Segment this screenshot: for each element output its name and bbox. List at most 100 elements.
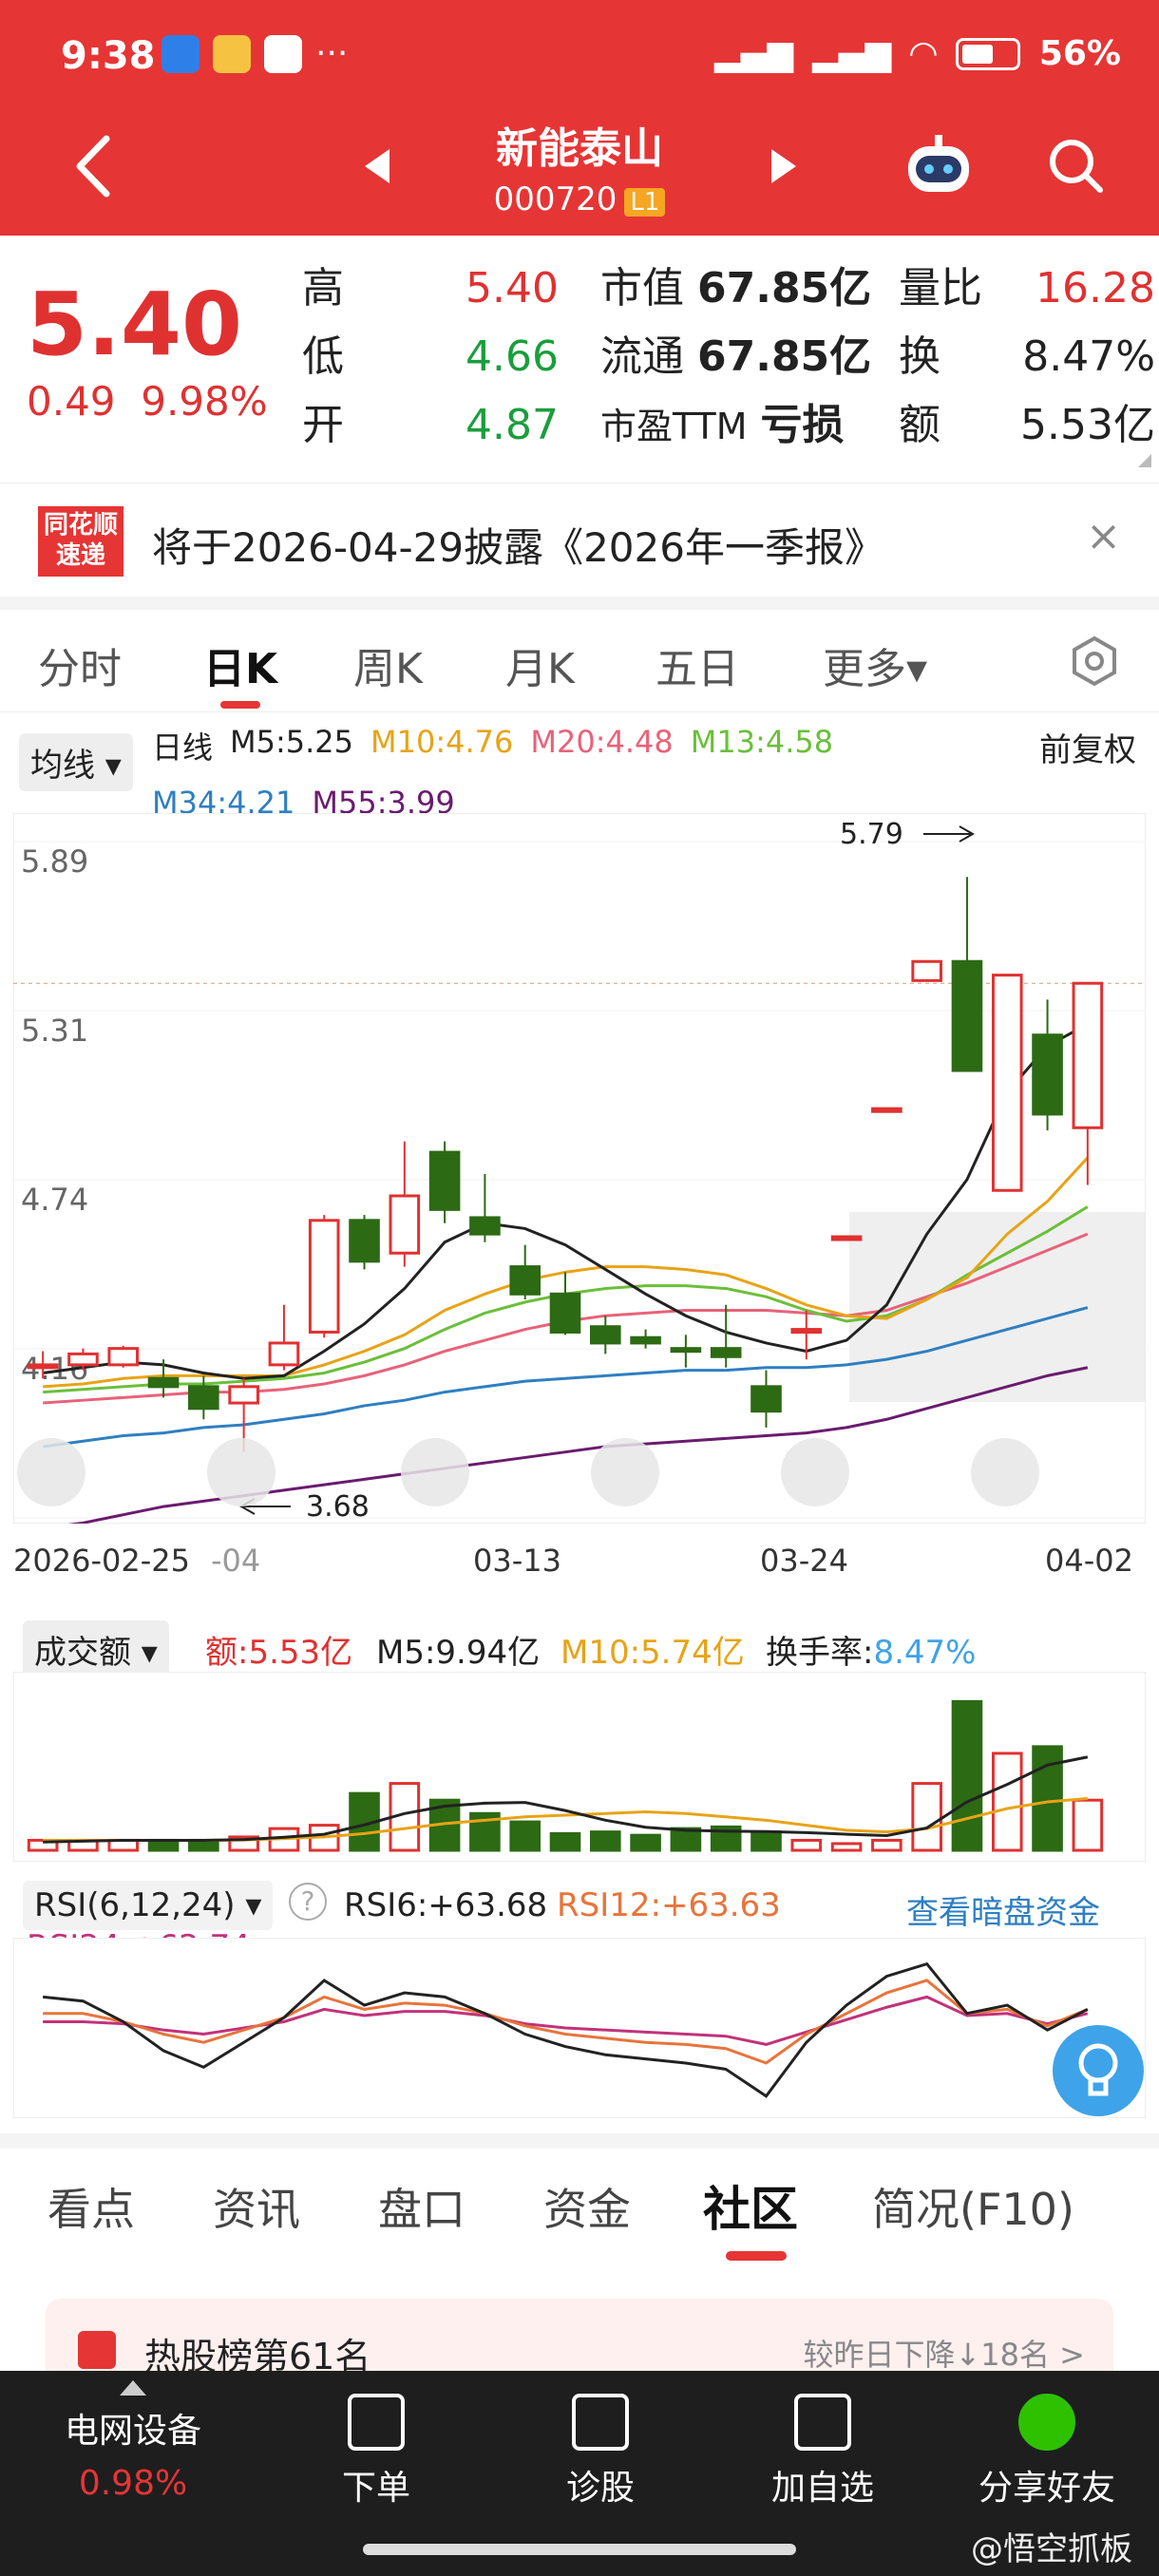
candle-body bbox=[27, 1363, 59, 1370]
fullscreen-icon bbox=[971, 1438, 1039, 1506]
tab-capital[interactable]: 资金 bbox=[543, 2184, 631, 2235]
indicator-select[interactable]: 均线 ▾ bbox=[19, 733, 133, 791]
volume-bar bbox=[630, 1833, 661, 1852]
candle-body bbox=[710, 1347, 742, 1358]
candle-body bbox=[469, 1216, 501, 1236]
change-amount: 0.49 bbox=[27, 378, 116, 425]
quote-open: 开 4.87 bbox=[302, 391, 559, 460]
close-icon[interactable]: × bbox=[1086, 512, 1121, 560]
tab-daily-k[interactable]: 日K bbox=[203, 645, 278, 693]
volume-bar bbox=[830, 1842, 863, 1852]
settings-icon[interactable] bbox=[1068, 635, 1121, 688]
weibo-icon bbox=[213, 34, 251, 73]
lightbulb-icon[interactable] bbox=[1053, 2025, 1144, 2116]
candle-body bbox=[428, 1150, 461, 1211]
x-tick-label: 03-13 bbox=[473, 1543, 561, 1579]
home-indicator[interactable] bbox=[363, 2544, 796, 2555]
period-tabs: 分时 日K 周K 月K 五日 更多▾ bbox=[0, 610, 1159, 712]
more-notifications-icon: ··· bbox=[315, 34, 349, 73]
dark-pool-link[interactable]: 查看暗盘资金 bbox=[906, 1894, 1100, 1932]
tab-highlights[interactable]: 看点 bbox=[48, 2184, 135, 2235]
candle-body bbox=[951, 959, 983, 1072]
low-price-label: 3.68 bbox=[306, 1490, 370, 1524]
logo-line-2: 速递 bbox=[55, 541, 105, 570]
active-tab-indicator bbox=[220, 701, 260, 709]
tab-more[interactable]: 更多▾ bbox=[823, 645, 928, 693]
ma20-value: M20:4.48 bbox=[530, 724, 674, 760]
tab-f10-profile[interactable]: 简况(F10) bbox=[872, 2184, 1074, 2235]
candle-body bbox=[349, 1219, 380, 1263]
candle-body bbox=[871, 1107, 902, 1113]
volume-m10: M10:5.74亿 bbox=[560, 1634, 745, 1672]
back-icon[interactable] bbox=[66, 133, 124, 199]
market-cap-label: 市值 bbox=[600, 264, 684, 313]
volume-indicator-select[interactable]: 成交额 ▾ bbox=[23, 1620, 169, 1678]
next-stock-icon[interactable] bbox=[768, 147, 800, 185]
x-tick-label: -04 bbox=[211, 1543, 261, 1579]
low-label: 低 bbox=[302, 332, 344, 381]
wifi-icon: ◠ bbox=[910, 34, 937, 73]
rsi-chart[interactable] bbox=[13, 1938, 1146, 2118]
candlestick-chart[interactable]: 5.895.314.744.163.585.793.68 bbox=[13, 813, 1146, 1524]
x-tick-label: 03-24 bbox=[760, 1543, 848, 1579]
diagnose-button[interactable]: 诊股 bbox=[505, 2394, 695, 2510]
tab-order-book[interactable]: 盘口 bbox=[378, 2184, 466, 2235]
candle-body bbox=[147, 1376, 180, 1389]
tab-five-day[interactable]: 五日 bbox=[656, 645, 739, 693]
diagnose-icon bbox=[572, 2394, 629, 2451]
adjust-mode[interactable]: 前复权 bbox=[1039, 731, 1136, 769]
qq-icon bbox=[264, 34, 302, 73]
tab-intraday[interactable]: 分时 bbox=[38, 645, 122, 693]
hot-stock-rank[interactable]: 热股榜第61名 较昨日下降↓18名 > bbox=[46, 2299, 1113, 2377]
bottom-action-bar: 电网设备 0.98% 下单 诊股 加自选 分享好友 bbox=[0, 2371, 1159, 2576]
order-button[interactable]: 下单 bbox=[281, 2394, 471, 2510]
candle-body bbox=[308, 1219, 340, 1334]
volume-ratio-label: 量比 bbox=[899, 264, 982, 313]
order-icon bbox=[348, 2394, 405, 2451]
report-notice[interactable]: 同花顺 速递 将于2026-04-29披露《2026年一季报》 × bbox=[0, 483, 1159, 597]
rsi12-line bbox=[43, 1979, 1089, 2065]
ma5-value: M5:5.25 bbox=[230, 724, 354, 760]
tab-monthly-k[interactable]: 月K bbox=[505, 645, 575, 693]
battery-level: 56% bbox=[1038, 34, 1121, 73]
high-price-label: 5.79 bbox=[840, 818, 903, 851]
tab-community[interactable]: 社区 bbox=[703, 2182, 798, 2237]
sector-name: 电网设备 bbox=[64, 2412, 201, 2451]
pe-value: 亏损 bbox=[760, 401, 845, 449]
volume-ratio-value: 16.28 bbox=[1036, 264, 1155, 313]
rsi-indicator-select[interactable]: RSI(6,12,24) ▾ bbox=[23, 1881, 274, 1930]
market-cap-value: 67.85亿 bbox=[697, 264, 872, 313]
ai-assistant-icon[interactable] bbox=[902, 133, 975, 199]
volume-ratio: 量比 16.28 bbox=[899, 255, 1155, 323]
volume-m5-line bbox=[43, 1755, 1089, 1844]
prev-stock-icon[interactable] bbox=[361, 147, 393, 185]
share-button[interactable]: 分享好友 bbox=[952, 2394, 1142, 2510]
amount: 额 5.53亿 bbox=[899, 391, 1155, 460]
ma-legend: 均线 ▾ 日线 M5:5.25 M10:4.76 M20:4.48 M13:4.… bbox=[0, 712, 1159, 821]
candle-body bbox=[1032, 1033, 1063, 1116]
stock-code-row: 000720 L1 bbox=[428, 180, 732, 218]
add-watchlist-button[interactable]: 加自选 bbox=[728, 2394, 918, 2510]
info-tabs: 看点 资讯 盘口 资金 社区 简况(F10) bbox=[0, 2149, 1159, 2263]
quote-panel: 5.40 0.49 9.98% 高 5.40 低 4.66 开 4.87 市值 67.… bbox=[0, 236, 1159, 473]
level-badge: L1 bbox=[624, 188, 666, 217]
open-label: 开 bbox=[302, 401, 344, 449]
rsi24-line bbox=[43, 1995, 1089, 2046]
ma5-line bbox=[42, 1022, 1089, 1380]
expand-corner-icon[interactable] bbox=[1138, 454, 1151, 467]
volume-bar bbox=[549, 1831, 581, 1852]
amount-value: 5.53亿 bbox=[1020, 401, 1155, 449]
candle-body bbox=[630, 1335, 661, 1345]
current-price: 5.40 bbox=[27, 274, 242, 375]
tab-weekly-k[interactable]: 周K bbox=[353, 645, 423, 693]
candle-body bbox=[790, 1328, 823, 1335]
sector-button[interactable]: 电网设备 0.98% bbox=[38, 2380, 228, 2503]
tonghuashun-express-logo: 同花顺 速递 bbox=[38, 506, 124, 577]
candle-body bbox=[911, 959, 942, 982]
tab-news[interactable]: 资讯 bbox=[213, 2184, 300, 2235]
search-icon[interactable] bbox=[1045, 135, 1106, 196]
help-icon[interactable]: ? bbox=[289, 1883, 327, 1921]
volume-chart[interactable] bbox=[13, 1672, 1146, 1862]
candle-body bbox=[228, 1385, 259, 1405]
volume-bar bbox=[589, 1830, 621, 1852]
